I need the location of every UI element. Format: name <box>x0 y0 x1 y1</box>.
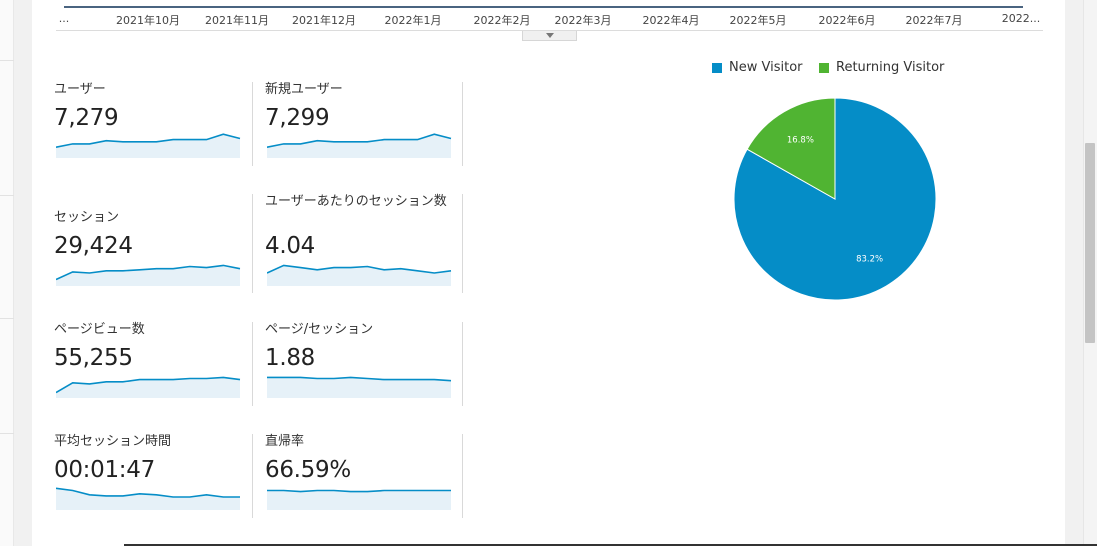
metric-sparkline <box>267 376 452 398</box>
timeline-axis: ... 2021年10月 2021年11月 2021年12月 2022年1月 2… <box>56 0 1043 32</box>
metric-sessions[interactable]: セッション 29,424 <box>54 210 244 310</box>
timeline-line <box>64 6 1023 8</box>
sparkline-area <box>56 488 240 510</box>
metric-value: 55,255 <box>54 345 133 371</box>
metric-sparkline <box>56 133 241 158</box>
metric-value: 00:01:47 <box>54 457 155 483</box>
metric-pageviews[interactable]: ページビュー数 55,255 <box>54 322 244 422</box>
timeline-label: 2022年7月 <box>905 14 963 27</box>
metric-sparkline <box>267 133 452 158</box>
metric-bounce-rate[interactable]: 直帰率 66.59% <box>265 434 455 534</box>
metric-label: ユーザー <box>54 82 106 97</box>
sparkline-line <box>267 133 452 148</box>
pie-value-label: 16.8% <box>787 136 814 146</box>
timeline-label: 2022年5月 <box>729 14 787 27</box>
metric-divider <box>462 82 463 166</box>
metric-divider <box>252 434 253 518</box>
sparkline-line <box>56 487 240 498</box>
metric-divider <box>252 194 253 293</box>
rail-divider <box>0 60 14 61</box>
scrollbar-thumb[interactable] <box>1085 143 1095 343</box>
metric-value: 4.04 <box>265 233 316 259</box>
metric-label: ページ/セッション <box>265 322 374 337</box>
metric-label: 新規ユーザー <box>265 82 343 97</box>
legend-swatch <box>712 62 722 73</box>
sparkline-line <box>56 133 241 148</box>
metric-label: 直帰率 <box>265 434 305 449</box>
metric-divider <box>462 434 463 518</box>
timeline-label: 2022... <box>1001 12 1041 25</box>
metric-divider <box>252 82 253 166</box>
timeline-label: 2022年3月 <box>554 14 612 27</box>
pie-slice-returning-visitor[interactable] <box>746 97 836 200</box>
legend-swatch <box>819 62 829 73</box>
metric-divider <box>252 322 253 406</box>
sparkline-line <box>56 376 241 394</box>
metric-sparkline <box>56 487 240 510</box>
timeline-label: 2021年12月 <box>292 14 356 27</box>
sparkline-line <box>56 264 241 281</box>
sparkline-area <box>56 377 240 398</box>
timeline-label: 2022年1月 <box>384 14 442 27</box>
collapse-chart-toggle[interactable] <box>522 31 577 41</box>
legend-new-visitor[interactable]: New Visitor <box>712 60 803 75</box>
sparkline-line <box>267 489 451 493</box>
legend-label: Returning Visitor <box>836 60 945 75</box>
metric-label: ユーザーあたりのセッション数 <box>265 194 447 209</box>
metric-value: 66.59% <box>265 457 351 483</box>
rail-divider <box>0 433 14 434</box>
timeline-label: ... <box>58 12 70 25</box>
sparkline-line <box>267 376 452 382</box>
metric-label: ページビュー数 <box>54 322 145 337</box>
metric-label: 平均セッション時間 <box>54 434 172 449</box>
metric-new-users[interactable]: 新規ユーザー 7,299 <box>265 82 455 182</box>
pie-value-label: 83.2% <box>856 254 883 264</box>
metric-sessions-per-user[interactable]: ユーザーあたりのセッション数 4.04 <box>265 194 455 294</box>
legend-returning-visitor[interactable]: Returning Visitor <box>819 60 944 75</box>
metric-value: 1.88 <box>265 345 316 371</box>
legend-label: New Visitor <box>729 60 803 75</box>
sparkline-area <box>267 377 451 398</box>
timeline-label: 2022年4月 <box>642 14 700 27</box>
metric-value: 7,279 <box>54 105 119 131</box>
metric-pages-per-session[interactable]: ページ/セッション 1.88 <box>265 322 455 422</box>
sparkline-line <box>267 264 452 274</box>
metric-sparkline <box>56 264 241 286</box>
sparkline-area <box>267 265 451 286</box>
metric-value: 7,299 <box>265 105 330 131</box>
metric-divider <box>462 194 463 293</box>
bottom-edge <box>124 544 1097 546</box>
timeline-border <box>56 30 1043 31</box>
metric-value: 29,424 <box>54 233 133 259</box>
visitor-type-pie-chart: 83.2% 16.8% <box>733 97 937 301</box>
metric-avg-session-duration[interactable]: 平均セッション時間 00:01:47 <box>54 434 244 534</box>
metric-sparkline <box>267 489 451 510</box>
rail-divider <box>0 318 14 319</box>
metric-label: セッション <box>54 210 120 225</box>
timeline-label: 2022年2月 <box>473 14 531 27</box>
left-rail <box>0 0 14 546</box>
metric-users[interactable]: ユーザー 7,279 <box>54 82 244 182</box>
sparkline-area <box>56 265 240 286</box>
metric-sparkline <box>267 264 452 286</box>
sparkline-area <box>267 490 451 510</box>
timeline-label: 2021年10月 <box>116 14 180 27</box>
timeline-label: 2022年6月 <box>818 14 876 27</box>
rail-divider <box>0 195 14 196</box>
timeline-label: 2021年11月 <box>205 14 269 27</box>
metric-divider <box>462 322 463 406</box>
metric-sparkline <box>56 376 241 398</box>
caret-down-icon <box>545 33 554 38</box>
